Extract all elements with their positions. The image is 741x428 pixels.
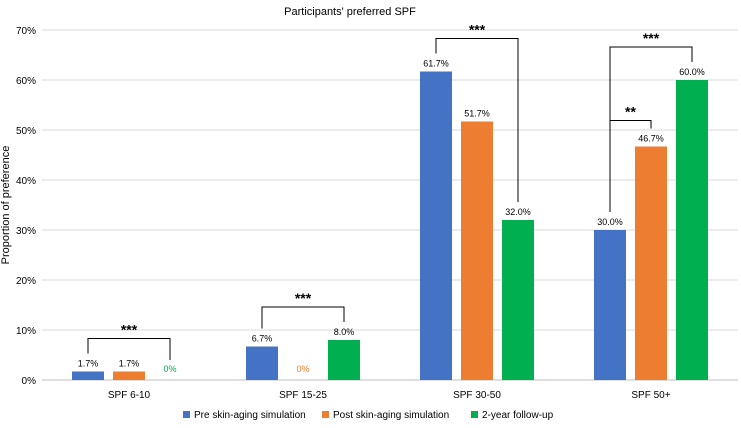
significance-label: *** — [121, 322, 138, 338]
data-label: 32.0% — [505, 207, 531, 217]
x-tick-label: SPF 50+ — [631, 390, 670, 401]
y-tick-label: 60% — [16, 76, 36, 87]
bracket-line — [609, 120, 652, 212]
data-label: 30.0% — [597, 217, 623, 227]
data-label: 60.0% — [679, 67, 705, 77]
y-axis-label: Proportion of preference — [0, 146, 12, 265]
y-tick-label: 50% — [16, 126, 36, 137]
data-labels: 1.7% 6.7% 61.7% 30.0% 1.7% 0% 51.7% 46.7% 0% 8.0%… — [78, 59, 705, 375]
y-axis-ticks: 0% 10% 20% 30% 40% 50% 60% 70% — [16, 26, 36, 387]
bar-0-2 — [420, 71, 452, 380]
legend-item: Pre skin-aging simulation — [183, 410, 306, 421]
legend: Pre skin-aging simulation Post skin-aging… — [183, 410, 554, 421]
bar-0-3 — [594, 230, 626, 380]
y-tick-label: 10% — [16, 326, 36, 337]
grid-lines — [42, 29, 738, 381]
significance-bracket: *** — [435, 22, 519, 202]
y-tick-label: 70% — [16, 26, 36, 37]
bars — [72, 71, 708, 380]
x-tick-label: SPF 30-50 — [453, 390, 501, 401]
data-label: 46.7% — [638, 134, 664, 144]
y-tick-label: 30% — [16, 226, 36, 237]
legend-label: Post skin-aging simulation — [333, 410, 449, 421]
legend-item: Post skin-aging simulation — [322, 410, 449, 421]
significance-label: *** — [295, 290, 312, 306]
data-label: 51.7% — [464, 109, 490, 119]
data-label: 8.0% — [334, 327, 355, 337]
significance-label: *** — [469, 22, 486, 38]
bar-1-3 — [635, 146, 667, 380]
bar-0-0 — [72, 371, 104, 380]
bar-2-2 — [502, 220, 534, 380]
data-label: 1.7% — [78, 359, 99, 369]
x-tick-label: SPF 6-10 — [108, 390, 151, 401]
legend-swatch — [183, 411, 190, 418]
significance-brackets: ************** — [87, 22, 693, 360]
significance-bracket: *** — [87, 322, 171, 360]
bracket-line — [87, 338, 171, 360]
legend-label: Pre skin-aging simulation — [194, 410, 306, 421]
data-label: 61.7% — [423, 59, 449, 69]
y-tick-label: 20% — [16, 276, 36, 287]
legend-item: 2-year follow-up — [471, 410, 554, 421]
chart-title: Participants' preferred SPF — [284, 6, 416, 18]
significance-label: *** — [643, 30, 660, 46]
significance-bracket: ** — [609, 104, 652, 212]
bar-1-2 — [461, 121, 493, 380]
legend-label: 2-year follow-up — [482, 410, 554, 421]
data-label: 0% — [296, 364, 309, 374]
y-tick-label: 0% — [22, 376, 37, 387]
bar-1-0 — [113, 371, 145, 380]
significance-bracket: *** — [261, 290, 345, 329]
bar-2-3 — [676, 80, 708, 380]
significance-label: ** — [625, 104, 636, 120]
bracket-line — [435, 38, 519, 202]
x-axis-ticks: SPF 6-10 SPF 15-25 SPF 30-50 SPF 50+ — [108, 390, 671, 401]
legend-swatch — [322, 411, 329, 418]
x-tick-label: SPF 15-25 — [279, 390, 327, 401]
legend-swatch — [471, 411, 478, 418]
y-tick-label: 40% — [16, 176, 36, 187]
data-label: 6.7% — [252, 334, 273, 344]
data-label: 1.7% — [119, 359, 140, 369]
data-label: 0% — [163, 364, 176, 374]
bar-0-1 — [246, 346, 278, 380]
bar-2-1 — [328, 340, 360, 380]
bracket-line — [261, 306, 345, 329]
